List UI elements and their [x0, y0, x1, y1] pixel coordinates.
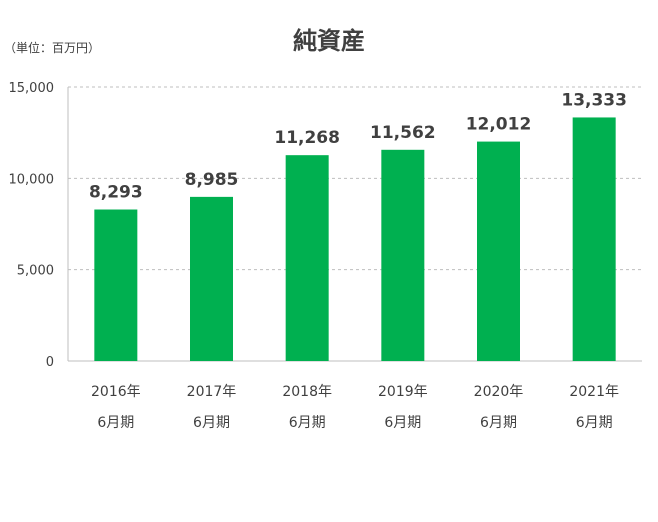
data-label: 11,562: [370, 123, 436, 143]
category-period-label: 6月期: [97, 415, 134, 431]
category-labels: 2016年 6月期 2017年 6月期 2018年 6月期 2019年 6月期 2020年 6月期…: [91, 384, 619, 431]
axes: 0 5,000 10,000 15,000: [9, 81, 642, 370]
bar: [572, 117, 616, 361]
category-period-label: 6月期: [193, 415, 230, 431]
data-label: 12,012: [466, 115, 532, 135]
gridlines: [68, 86, 642, 271]
category-period-label: 6月期: [576, 415, 613, 431]
chart-title: 純資産: [293, 27, 365, 55]
category-period-label: 6月期: [384, 415, 421, 431]
bar: [285, 155, 329, 361]
y-tick-label: 10,000: [9, 172, 55, 187]
data-label: 11,268: [274, 128, 340, 148]
category-year-label: 2020年: [474, 384, 524, 400]
bars: [94, 117, 616, 361]
category-year-label: 2018年: [282, 384, 332, 400]
bar: [381, 149, 425, 361]
y-tick-label: 15,000: [9, 81, 55, 96]
category-period-label: 6月期: [480, 415, 517, 431]
category-year-label: 2017年: [187, 384, 237, 400]
bar: [477, 141, 520, 361]
data-labels: 8,293 8,985 11,268 11,562 12,012 13,333: [89, 90, 627, 202]
bar: [94, 209, 138, 361]
category-year-label: 2021年: [569, 384, 619, 400]
unit-label: （単位：百万円）: [4, 40, 100, 55]
y-tick-label: 5,000: [17, 264, 54, 279]
category-year-label: 2019年: [378, 384, 428, 400]
bar: [190, 196, 233, 361]
category-year-label: 2016年: [91, 384, 141, 400]
data-label: 8,293: [89, 183, 143, 203]
category-period-label: 6月期: [289, 415, 326, 431]
y-tick-label: 0: [46, 355, 54, 370]
data-label: 8,985: [185, 170, 239, 190]
data-label: 13,333: [561, 90, 627, 110]
